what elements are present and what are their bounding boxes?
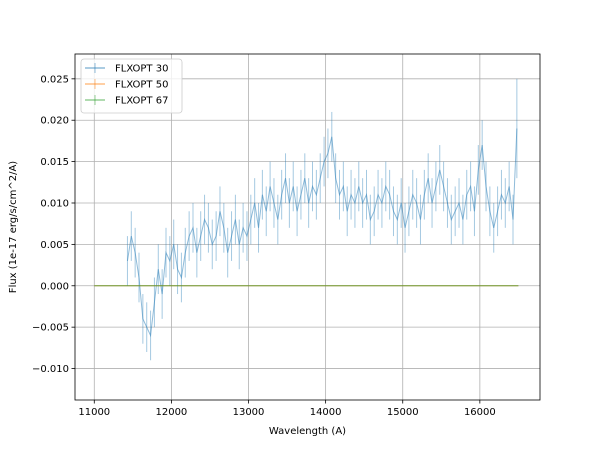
y-tick-label: 0.025 (40, 74, 69, 85)
legend-box (80, 58, 183, 114)
series-line (126, 128, 518, 338)
plot-frame (74, 53, 541, 401)
y-tick-label: 0.010 (40, 198, 69, 209)
y-tick-label: −0.010 (32, 364, 69, 375)
legend-label: FLXOPT 50 (115, 80, 168, 91)
y-axis-label: Flux (1e-17 erg/s/cm^2/A) (8, 161, 19, 293)
y-tick-label: −0.005 (32, 323, 69, 334)
x-tick-label: 12000 (155, 407, 187, 418)
x-tick-label: 15000 (387, 407, 419, 418)
x-tick-label: 13000 (233, 407, 265, 418)
series-layer (94, 78, 519, 361)
y-tick-label: 0.005 (40, 240, 69, 251)
x-tick-label: 11000 (78, 407, 110, 418)
y-tick-label: 0.020 (40, 116, 69, 127)
x-tick-label: 14000 (310, 407, 342, 418)
x-axis-label: Wavelength (A) (269, 426, 346, 437)
series-1 (126, 78, 518, 361)
y-tick-label: 0.000 (40, 281, 69, 292)
legend-label: FLXOPT 67 (115, 96, 168, 107)
legend: FLXOPT 30 FLXOPT 50 FLXOPT 67 (80, 58, 183, 114)
grid (75, 54, 540, 400)
legend-label: FLXOPT 30 (115, 64, 168, 75)
x-tick-label: 16000 (464, 407, 496, 418)
ticks: 11000 12000 13000 14000 15000 16000 −0.010 −0.0… (32, 74, 496, 418)
y-tick-label: 0.015 (40, 157, 69, 168)
